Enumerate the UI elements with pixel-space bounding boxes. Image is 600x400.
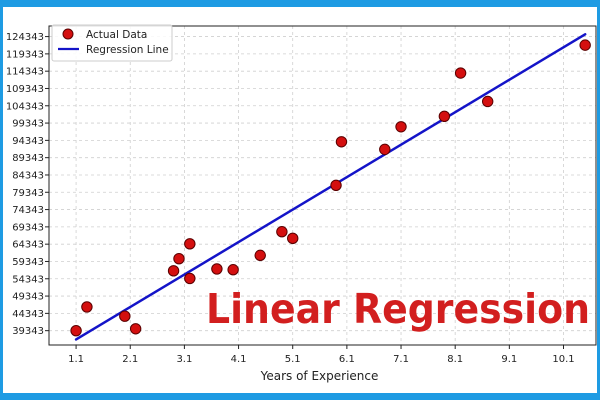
data-point: [211, 263, 223, 275]
x-axis-ticks: 1.1 2.1 3.1 4.1 5.1 6.1 7.1 8.1 9.1 10.1: [68, 345, 575, 365]
data-point: [184, 272, 196, 285]
y-tick-label: 109343: [6, 84, 44, 95]
y-tick-label: 94343: [12, 136, 44, 147]
legend-marker-actual-data: [62, 28, 74, 40]
y-tick-label: 104343: [6, 101, 44, 112]
x-tick-label: 6.1: [339, 354, 355, 365]
y-tick-label: 64343: [12, 240, 44, 251]
data-point: [276, 226, 288, 238]
x-tick-label: 1.1: [68, 354, 84, 365]
x-tick-label: 4.1: [231, 354, 247, 365]
y-tick-label: 49343: [12, 292, 44, 303]
y-tick-label: 54343: [12, 274, 44, 285]
x-tick-label: 8.1: [447, 354, 463, 365]
data-point: [395, 121, 407, 133]
data-point: [438, 110, 451, 122]
y-tick-label: 114343: [6, 67, 44, 78]
data-point: [81, 301, 93, 313]
y-tick-label: 74343: [12, 205, 44, 216]
data-point: [129, 323, 142, 335]
y-tick-label: 44343: [12, 309, 44, 320]
y-tick-label: 39343: [12, 326, 44, 337]
overlay-title: Linear Regression: [206, 285, 590, 333]
data-point: [173, 252, 185, 265]
x-tick-label: 9.1: [501, 354, 517, 365]
y-tick-label: 99343: [12, 119, 44, 130]
plot-area: [48, 25, 597, 346]
y-tick-label: 84343: [12, 170, 44, 181]
y-tick-label: 89343: [12, 153, 44, 164]
data-point: [481, 95, 494, 108]
legend-box: [51, 24, 173, 62]
data-point: [454, 67, 467, 79]
data-point: [227, 264, 239, 276]
y-tick-label: 119343: [6, 49, 44, 60]
y-tick-label: 59343: [12, 257, 44, 268]
y-axis-ticks: 39343 44343 49343 54343 59343 64343 69343 74343…: [6, 32, 49, 337]
x-tick-label: 7.1: [393, 354, 409, 365]
x-tick-label: 5.1: [285, 354, 301, 365]
data-point: [254, 249, 266, 262]
data-points: [70, 39, 591, 337]
legend-label-regression-line: Regression Line: [86, 44, 169, 56]
data-point: [579, 39, 591, 51]
y-tick-label: 69343: [12, 222, 44, 233]
x-axis-label: Years of Experience: [260, 369, 379, 383]
y-tick-label: 79343: [12, 188, 44, 199]
legend-label-actual-data: Actual Data: [86, 29, 147, 41]
data-point: [70, 324, 82, 337]
data-point: [335, 136, 348, 148]
data-point: [167, 265, 180, 277]
data-point: [184, 238, 196, 250]
data-point: [330, 179, 342, 191]
y-tick-label: 124343: [6, 32, 44, 43]
data-point: [119, 310, 131, 322]
x-tick-label: 3.1: [176, 354, 192, 365]
legend: Actual Data Regression Line: [51, 24, 173, 62]
data-point: [287, 232, 299, 245]
data-point: [379, 143, 391, 156]
x-tick-label: 10.1: [552, 354, 574, 365]
x-tick-label: 2.1: [122, 354, 138, 365]
